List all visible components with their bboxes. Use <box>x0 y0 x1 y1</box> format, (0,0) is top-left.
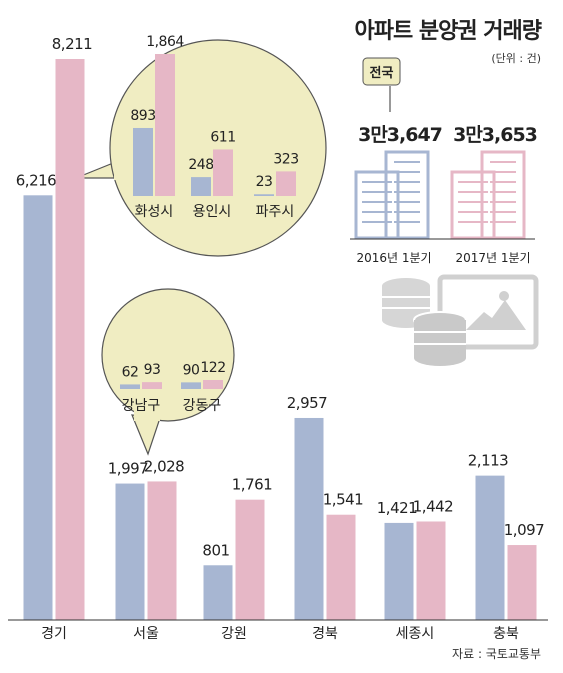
national-period-2016: 2016년 1분기 <box>356 251 431 265</box>
national-value-2016: 3만3,647 <box>358 124 442 146</box>
value-label-2-1-0: 90 <box>183 362 200 378</box>
value-label-0-3-1: 1,541 <box>323 491 363 509</box>
value-label-2-0-1: 93 <box>144 362 161 378</box>
category-label-0-4: 세종시 <box>396 626 435 642</box>
bar-0-0-0 <box>23 195 53 620</box>
bar-2-1-0 <box>181 382 201 389</box>
category-label-2-0: 강남구 <box>122 398 161 414</box>
bar-0-2-1 <box>235 499 265 620</box>
value-label-0-1-1: 2,028 <box>144 457 184 475</box>
category-label-1-2: 파주시 <box>256 204 295 220</box>
value-label-1-2-0: 23 <box>256 174 273 190</box>
value-label-0-4-0: 1,421 <box>377 499 417 517</box>
national-badge: 전국 <box>362 57 401 112</box>
value-label-0-2-0: 801 <box>202 541 229 559</box>
value-label-1-2-1: 323 <box>273 151 298 167</box>
value-label-1-1-1: 611 <box>210 129 235 145</box>
national-period-2017: 2017년 1분기 <box>455 251 530 265</box>
category-label-2-1: 강동구 <box>183 398 222 414</box>
bar-0-1-1 <box>147 481 177 620</box>
bar-2-1-1 <box>203 380 223 389</box>
value-label-0-5-1: 1,097 <box>504 521 544 539</box>
bar-0-3-1 <box>326 514 356 620</box>
category-label-1-1: 용인시 <box>193 204 232 220</box>
value-label-0-0-1: 8,211 <box>52 35 92 53</box>
value-label-2-0-0: 62 <box>122 364 139 380</box>
bar-1-2-0 <box>254 194 274 196</box>
value-label-1-0-0: 893 <box>130 108 155 124</box>
national-label: 전국 <box>370 65 394 81</box>
value-label-0-1-0: 1,997 <box>108 460 148 478</box>
bar-0-0-1 <box>55 59 85 620</box>
coins-photo-icon <box>382 274 539 366</box>
bar-1-0-0 <box>133 127 153 196</box>
bar-0-4-0 <box>384 522 414 620</box>
building-icon-2017 <box>450 150 526 240</box>
category-label-0-3: 경북 <box>312 626 338 642</box>
chart-title: 아파트 분양권 거래량 <box>355 19 542 44</box>
bar-0-3-0 <box>294 417 324 620</box>
category-label-0-0: 경기 <box>41 626 67 642</box>
bar-0-5-1 <box>507 545 537 620</box>
value-label-2-1-1: 122 <box>200 360 225 376</box>
category-label-1-0: 화성시 <box>135 204 174 220</box>
value-label-0-3-0: 2,957 <box>287 394 327 412</box>
source-note: 자료 : 국토교통부 <box>452 647 541 661</box>
value-label-0-4-1: 1,442 <box>413 497 453 515</box>
bar-0-4-1 <box>416 521 446 620</box>
bar-0-5-0 <box>475 475 505 620</box>
value-label-1-0-1: 1,864 <box>146 34 184 50</box>
bar-1-0-1 <box>155 54 175 196</box>
bar-1-1-1 <box>213 149 233 196</box>
bar-0-1-0 <box>115 483 145 620</box>
value-label-0-0-0: 6,216 <box>16 171 56 189</box>
unit-label: (단위 : 건) <box>491 52 541 65</box>
category-label-0-1: 서울 <box>133 626 159 642</box>
national-value-2017: 3만3,653 <box>453 124 537 146</box>
bar-0-2-0 <box>203 565 233 620</box>
building-icon-2016 <box>354 150 430 240</box>
bar-1-1-0 <box>191 177 211 196</box>
value-label-0-2-1: 1,761 <box>232 476 272 494</box>
bar-2-0-0 <box>120 384 140 389</box>
value-label-1-1-0: 248 <box>188 157 213 173</box>
category-label-0-5: 충북 <box>493 626 519 642</box>
bar-2-0-1 <box>142 382 162 389</box>
value-label-0-5-0: 2,113 <box>468 452 508 470</box>
category-label-0-2: 강원 <box>221 626 247 642</box>
bar-1-2-1 <box>276 171 296 196</box>
